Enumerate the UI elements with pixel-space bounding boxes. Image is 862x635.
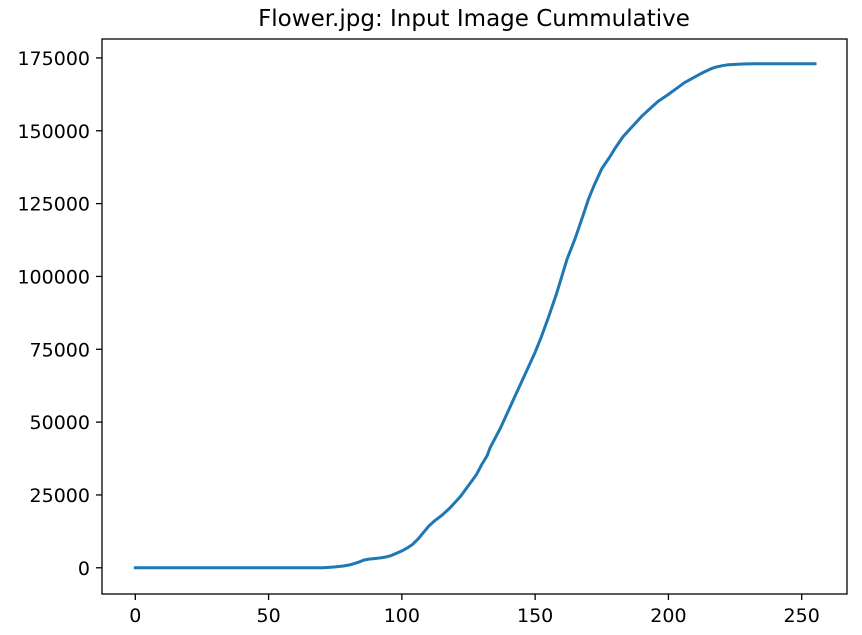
y-tick-label: 50000: [30, 412, 90, 434]
y-tick-label: 25000: [30, 485, 90, 507]
y-tick-label: 75000: [30, 339, 90, 361]
chart-title: Flower.jpg: Input Image Cummulative: [258, 6, 690, 32]
x-tick-label: 100: [384, 605, 420, 627]
x-tick-label: 250: [784, 605, 820, 627]
y-tick-label: 125000: [17, 194, 90, 216]
axes-frame: [101, 38, 848, 595]
axes: 0 50 100 150 200 250 0 25000 50000 75000 100000 125…: [17, 38, 848, 627]
y-tick-label: 175000: [17, 48, 90, 70]
x-tick-label: 200: [650, 605, 686, 627]
x-tick-label: 0: [129, 605, 141, 627]
x-tick-label: 50: [256, 605, 280, 627]
y-tick-label: 150000: [17, 121, 90, 143]
plot-area: [133, 62, 817, 570]
x-tick-label: 150: [517, 605, 553, 627]
y-tick-label: 100000: [17, 266, 90, 288]
y-tick-label: 0: [78, 558, 90, 580]
series-line-0: [133, 62, 817, 570]
